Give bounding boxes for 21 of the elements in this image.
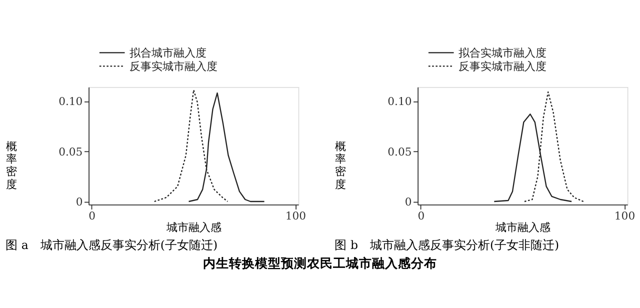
legend-label: 反事实城市融入度 xyxy=(129,60,218,73)
y-tick-label: 0.05 xyxy=(58,145,83,158)
x-axis-title: 城市融入感 xyxy=(165,221,222,234)
y-tick-label: 0.10 xyxy=(58,95,83,108)
x-tick-label: 0 xyxy=(88,209,96,222)
y-tick-label: 0 xyxy=(76,196,83,209)
x-axis-title: 城市融入感 xyxy=(494,221,550,234)
y-axis-title: 概率密度 xyxy=(6,140,17,191)
y-tick-label: 0.05 xyxy=(388,145,412,158)
legend-label: 拟合实城市融入度 xyxy=(458,46,546,60)
y-axis-title: 概率密度 xyxy=(335,140,346,191)
text: 内生转换模型预测农民工城市融入感分布 xyxy=(203,255,438,270)
x-tick-label: 100 xyxy=(285,209,306,222)
y-tick-label: 0 xyxy=(404,196,412,209)
x-tick-label: 100 xyxy=(614,209,636,222)
legend-label: 反事实城市融入度 xyxy=(458,60,546,73)
x-tick-label: 0 xyxy=(418,209,425,222)
y-tick-label: 0.10 xyxy=(388,95,412,108)
text: 图 b 城市融入感反事实分析(子女非随迁) xyxy=(334,238,560,252)
legend-label: 拟合城市融入度 xyxy=(129,46,206,60)
text: 图 a 城市融入感反事实分析(子女随迁) xyxy=(6,238,218,252)
